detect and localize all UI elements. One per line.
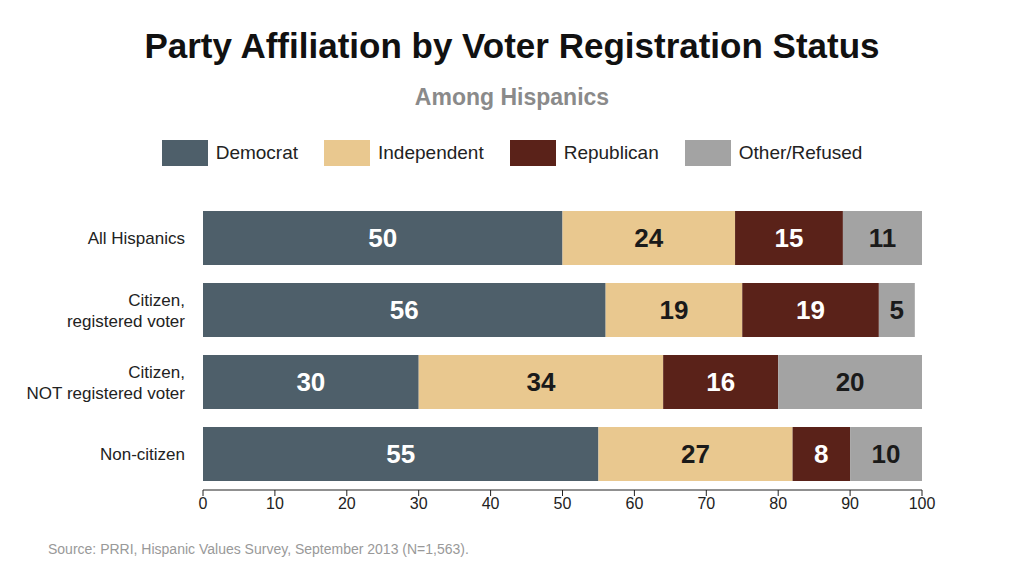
svg-text:56: 56	[390, 295, 419, 325]
svg-text:10: 10	[266, 495, 284, 512]
html-text:Independent: Independent	[378, 142, 484, 163]
svg-text:11: 11	[869, 223, 897, 253]
svg-text:Citizen,registered voter: Citizen,registered voter	[67, 291, 185, 331]
svg-text:27: 27	[681, 439, 710, 469]
svg-text:15: 15	[775, 223, 804, 253]
svg-text:60: 60	[626, 495, 644, 512]
svg-text:16: 16	[706, 367, 735, 397]
svg-text:80: 80	[769, 495, 787, 512]
svg-text:100: 100	[909, 495, 936, 512]
html-text:Other/Refused: Other/Refused	[738, 142, 863, 163]
svg-text:All Hispanics: All Hispanics	[88, 229, 185, 248]
html-text:Among Hispanics: Among Hispanics	[414, 84, 610, 110]
svg-text:24: 24	[634, 223, 663, 253]
svg-text:90: 90	[841, 495, 859, 512]
svg-text:8: 8	[814, 439, 828, 469]
html-text:Democrat: Democrat	[215, 142, 298, 163]
html-text:Republican: Republican	[563, 142, 659, 163]
svg-text:34: 34	[526, 367, 555, 397]
svg-text:30: 30	[296, 367, 325, 397]
svg-text:Non-citizen: Non-citizen	[100, 445, 185, 464]
svg-text:20: 20	[338, 495, 356, 512]
svg-text:50: 50	[368, 223, 397, 253]
html-text:Party Affiliation by Voter Reg: Party Affiliation by Voter Registration …	[144, 26, 880, 65]
svg-text:10: 10	[872, 439, 901, 469]
svg-text:70: 70	[697, 495, 715, 512]
svg-text:40: 40	[482, 495, 500, 512]
svg-text:0: 0	[199, 495, 208, 512]
html-text:Source: PRRI, Hispanic Values: Source: PRRI, Hispanic Values Survey, Se…	[48, 541, 469, 557]
svg-text:19: 19	[659, 295, 688, 325]
svg-text:Citizen,NOT registered voter: Citizen,NOT registered voter	[27, 363, 186, 403]
svg-text:5: 5	[890, 295, 904, 325]
svg-text:30: 30	[410, 495, 428, 512]
svg-text:50: 50	[554, 495, 572, 512]
svg-text:20: 20	[836, 367, 865, 397]
svg-text:55: 55	[386, 439, 415, 469]
svg-text:19: 19	[796, 295, 825, 325]
